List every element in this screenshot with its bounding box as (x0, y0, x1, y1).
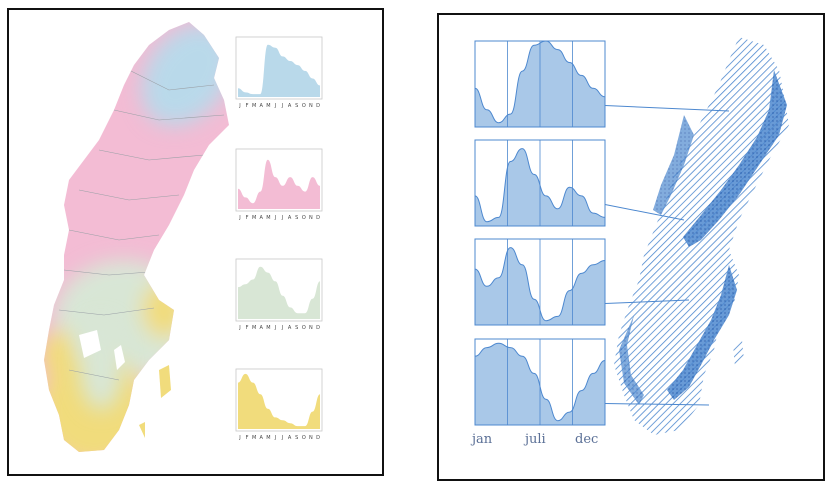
chart-area (238, 266, 320, 319)
month-tick: S (295, 103, 298, 109)
right-chart-4 (474, 338, 606, 426)
month-tick: J (238, 215, 240, 221)
month-tick: J (238, 103, 240, 109)
month-tick: S (295, 435, 298, 441)
month-tick: M (266, 435, 270, 441)
connector-line (604, 204, 685, 221)
month-tick: F (246, 435, 249, 441)
month-tick: J (238, 325, 240, 331)
month-tick: N (309, 325, 313, 331)
x-label-juli: juli (523, 432, 546, 447)
right-climate-charts (474, 40, 606, 426)
connector-line (604, 403, 710, 406)
x-label-dec: dec (575, 432, 598, 447)
right-chart-3 (474, 238, 606, 326)
month-tick: J (274, 325, 276, 331)
right-figure-panel: jan juli dec (437, 13, 825, 481)
month-tick: A (260, 215, 264, 221)
month-tick: A (288, 103, 292, 109)
left-figure-svg: J F M A M J J A S O N DJ F M A M J J A S O N DJ F M A M J J A S O N DJ F M A… (44, 22, 323, 452)
month-tick: N (309, 435, 313, 441)
month-tick: A (260, 435, 264, 441)
month-tick: D (316, 435, 320, 441)
sweden-map-left (44, 22, 229, 452)
chart-area (238, 159, 320, 209)
left-climate-charts: J F M A M J J A S O N DJ F M A M J J A S O N DJ F M A M J J A S O N DJ F M A… (235, 36, 323, 441)
month-tick: F (246, 215, 249, 221)
month-tick: A (260, 325, 264, 331)
month-tick: M (266, 325, 270, 331)
month-tick: D (316, 103, 320, 109)
month-tick: J (238, 435, 240, 441)
month-tick: N (309, 215, 313, 221)
gotland-island (159, 365, 171, 398)
month-tick: J (274, 103, 276, 109)
connector-lines (604, 105, 730, 406)
right-chart-1 (474, 40, 606, 128)
month-tick: D (316, 215, 320, 221)
connector-line (604, 299, 690, 304)
chart-area (238, 44, 320, 97)
month-tick: J (281, 435, 283, 441)
month-tick: M (252, 103, 256, 109)
sweden-map-right (614, 37, 789, 435)
month-tick: A (260, 103, 264, 109)
month-tick: N (309, 103, 313, 109)
right-figure-svg: jan juli dec (470, 37, 789, 447)
connector-line (604, 105, 730, 112)
month-tick: J (274, 215, 276, 221)
month-tick: O (302, 103, 306, 109)
month-tick: J (281, 215, 283, 221)
month-tick: J (281, 325, 283, 331)
month-tick: O (302, 325, 306, 331)
chart-area (238, 373, 320, 429)
month-tick: J (274, 435, 276, 441)
month-tick: M (266, 103, 270, 109)
month-tick: O (302, 435, 306, 441)
month-tick: F (246, 325, 249, 331)
month-tick: S (295, 215, 298, 221)
oland-island (139, 422, 145, 438)
month-tick: F (246, 103, 249, 109)
month-tick: M (252, 325, 256, 331)
month-tick: M (252, 215, 256, 221)
month-tick: A (288, 215, 292, 221)
month-tick: D (316, 325, 320, 331)
month-tick: O (302, 215, 306, 221)
month-tick: M (266, 215, 270, 221)
right-chart-2 (474, 139, 606, 227)
month-tick: M (252, 435, 256, 441)
x-label-jan: jan (470, 432, 493, 447)
month-tick: A (288, 435, 292, 441)
month-tick: A (288, 325, 292, 331)
month-tick: S (295, 325, 298, 331)
month-tick: J (281, 103, 283, 109)
